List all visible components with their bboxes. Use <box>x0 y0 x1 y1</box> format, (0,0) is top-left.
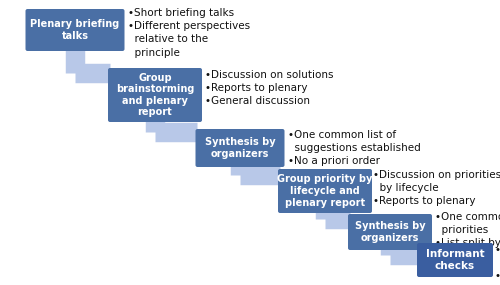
Text: •Discussion on solutions
•Reports to plenary
•General discussion: •Discussion on solutions •Reports to ple… <box>205 70 334 106</box>
Text: •Short briefing talks
•Different perspectives
  relative to the
  principle: •Short briefing talks •Different perspec… <box>128 8 250 58</box>
Text: •One common list of
  priorities
•List split by phase of
  lifecycle: •One common list of priorities •List spl… <box>435 212 500 262</box>
Text: Group
brainstorming
and plenary
report: Group brainstorming and plenary report <box>116 73 194 117</box>
Text: •One common list of
  suggestions established
•No a priori order: •One common list of suggestions establis… <box>288 130 421 166</box>
FancyBboxPatch shape <box>417 243 493 277</box>
Text: Synthesis by
organizers: Synthesis by organizers <box>204 137 276 159</box>
Text: Group priority by
lifecycle and
plenary report: Group priority by lifecycle and plenary … <box>278 174 372 207</box>
FancyBboxPatch shape <box>26 9 124 51</box>
FancyBboxPatch shape <box>348 214 432 250</box>
FancyBboxPatch shape <box>108 68 202 122</box>
Text: Informant
checks: Informant checks <box>426 249 484 271</box>
FancyBboxPatch shape <box>278 169 372 213</box>
Text: Synthesis by
organizers: Synthesis by organizers <box>354 221 426 243</box>
Text: •Discussion on priorities
  by lifecycle
•Reports to plenary: •Discussion on priorities by lifecycle •… <box>373 170 500 206</box>
Text: Plenary briefing
talks: Plenary briefing talks <box>30 19 120 41</box>
Text: •Synthesis individually
  reviewed by participants
•Final version: •Synthesis individually reviewed by part… <box>495 245 500 281</box>
FancyBboxPatch shape <box>196 129 284 167</box>
